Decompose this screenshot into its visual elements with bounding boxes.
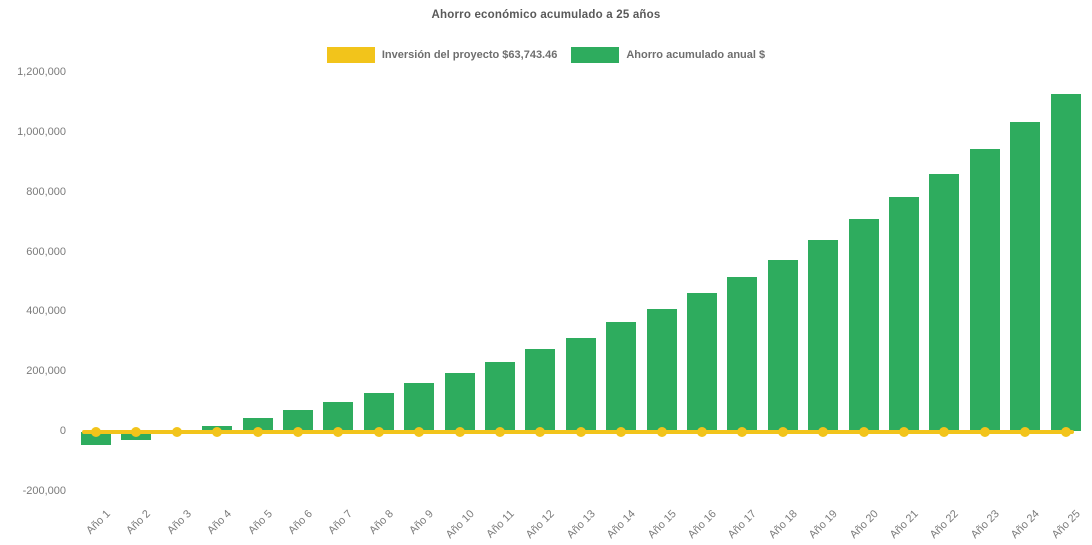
line-marker-dot bbox=[777, 426, 788, 437]
bar bbox=[848, 219, 879, 432]
line-marker-dot bbox=[979, 426, 990, 437]
line-marker-dot bbox=[414, 426, 425, 437]
line-marker-dot bbox=[91, 426, 101, 437]
bar bbox=[283, 409, 313, 432]
bar bbox=[889, 196, 919, 432]
savings-swatch bbox=[571, 47, 620, 63]
bar bbox=[969, 148, 1000, 432]
bar bbox=[808, 240, 839, 432]
bar bbox=[444, 373, 475, 432]
bar bbox=[1010, 121, 1041, 432]
y-tick-label: 0 bbox=[59, 425, 66, 437]
line-marker-dot bbox=[131, 426, 142, 437]
legend: Inversión del proyecto $63,743.46 Ahorro… bbox=[0, 46, 1092, 64]
legend-label-savings: Ahorro acumulado anual $ bbox=[626, 49, 766, 61]
line-marker-dot bbox=[212, 426, 223, 437]
line-marker-dot bbox=[818, 426, 829, 437]
bar bbox=[606, 322, 637, 432]
bar bbox=[242, 418, 273, 432]
legend-item-investment: Inversión del proyecto $63,743.46 bbox=[326, 47, 558, 63]
bar bbox=[363, 392, 394, 432]
bar bbox=[646, 309, 677, 432]
line-marker-dot bbox=[293, 426, 303, 437]
bar bbox=[727, 276, 758, 432]
line-marker-dot bbox=[495, 426, 505, 437]
bar bbox=[1050, 93, 1081, 432]
line-marker-dot bbox=[1020, 426, 1031, 437]
line-marker-dot bbox=[333, 426, 344, 437]
y-tick-label: 1,200,000 bbox=[17, 66, 66, 79]
line-marker-dot bbox=[656, 426, 667, 437]
x-tick-label: Año 1 bbox=[84, 507, 113, 537]
y-tick-label: -200,000 bbox=[22, 484, 66, 497]
legend-item-savings: Ahorro acumulado anual $ bbox=[571, 47, 765, 63]
y-tick-label: 1,000,000 bbox=[17, 126, 66, 138]
bar bbox=[404, 383, 435, 432]
line-marker-dot bbox=[858, 426, 869, 437]
legend-label-investment: Inversión del proyecto $63,743.46 bbox=[381, 49, 558, 61]
chart-title: Ahorro económico acumulado a 25 años bbox=[431, 9, 661, 21]
line-marker-dot bbox=[535, 426, 546, 437]
line-marker-dot bbox=[575, 426, 586, 437]
line-marker-dot bbox=[252, 426, 263, 437]
y-tick-label: 800,000 bbox=[26, 185, 66, 198]
investment-swatch bbox=[326, 47, 375, 63]
line-marker-dot bbox=[899, 426, 909, 437]
line-marker-dot bbox=[737, 426, 748, 437]
bar bbox=[767, 260, 798, 432]
line-marker-dot bbox=[616, 426, 627, 437]
bar bbox=[81, 431, 111, 445]
line-marker-dot bbox=[1060, 426, 1071, 437]
line-marker-dot bbox=[454, 426, 465, 437]
line-marker-dot bbox=[171, 426, 182, 437]
line-marker-dot bbox=[939, 426, 950, 437]
bar bbox=[525, 348, 556, 432]
bar bbox=[929, 174, 960, 432]
bar bbox=[565, 337, 596, 432]
bar bbox=[687, 292, 717, 432]
bar bbox=[485, 362, 515, 432]
line-marker-dot bbox=[697, 426, 707, 437]
line-marker-dot bbox=[373, 426, 384, 437]
y-tick-label: 400,000 bbox=[26, 305, 66, 318]
y-tick-label: 200,000 bbox=[26, 365, 66, 378]
y-tick-label: 600,000 bbox=[26, 245, 66, 258]
